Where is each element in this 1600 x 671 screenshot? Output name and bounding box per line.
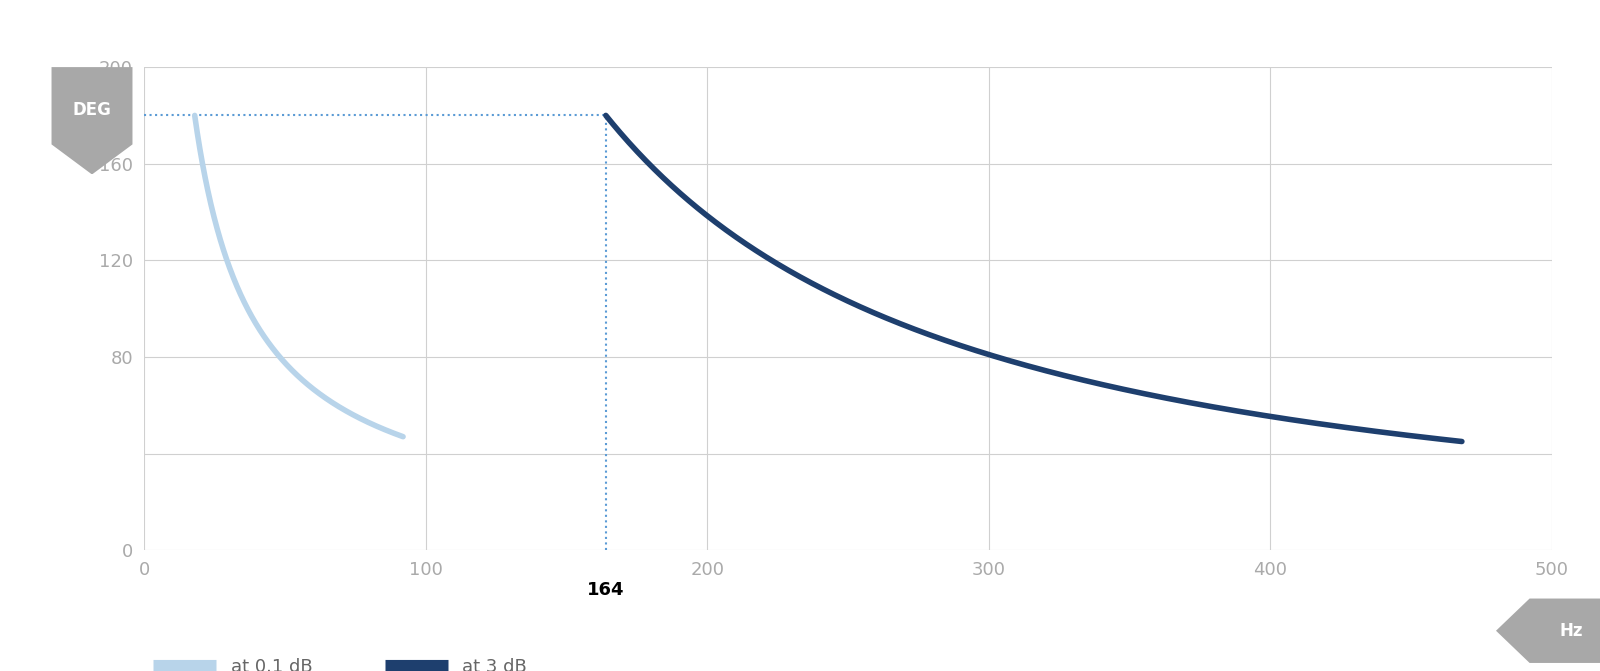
Polygon shape: [51, 67, 133, 174]
Legend: at 0.1 dB, at 3 dB: at 0.1 dB, at 3 dB: [154, 658, 526, 671]
Text: 164: 164: [587, 581, 624, 599]
Polygon shape: [1496, 599, 1600, 663]
Text: DEG: DEG: [72, 101, 112, 119]
Text: 180: 180: [96, 107, 133, 124]
Text: Hz: Hz: [1560, 622, 1584, 639]
